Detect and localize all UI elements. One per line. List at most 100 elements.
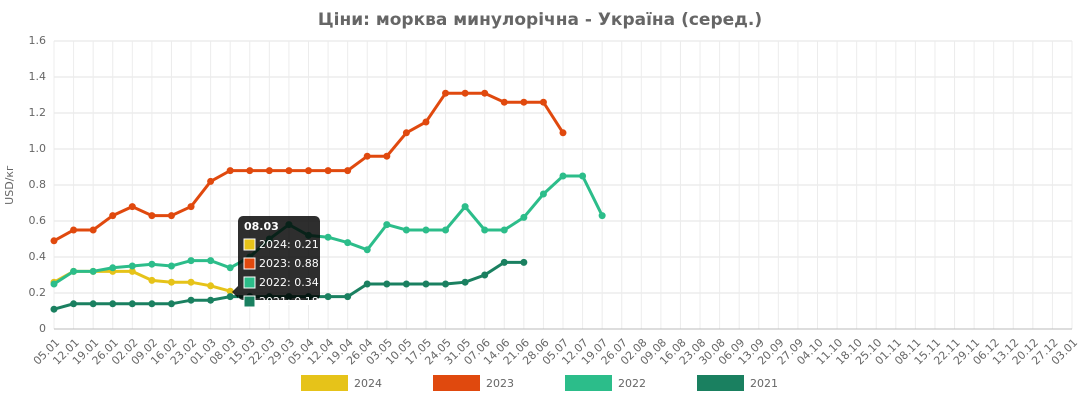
data-point [167, 300, 175, 308]
data-point [422, 118, 430, 126]
data-point [109, 264, 117, 272]
data-point [167, 278, 175, 286]
legend-swatch [301, 375, 348, 391]
data-point [383, 152, 391, 160]
data-point [148, 300, 156, 308]
data-point [500, 226, 508, 234]
data-point [324, 233, 332, 241]
data-point [148, 260, 156, 268]
y-tick-label: 0.2 [29, 286, 47, 299]
y-tick-label: 0.6 [29, 214, 47, 227]
data-point [461, 89, 469, 97]
data-point [246, 167, 254, 175]
data-point [226, 293, 234, 301]
tooltip-item: 2024: 0.21 [259, 238, 319, 251]
y-tick-label: 1.4 [29, 70, 47, 83]
data-point [402, 226, 410, 234]
data-point [305, 167, 312, 175]
data-point [187, 296, 195, 304]
data-point [324, 167, 332, 175]
data-point [481, 271, 489, 279]
tooltip-swatch [243, 257, 256, 270]
data-point [265, 167, 273, 175]
data-point [539, 98, 547, 106]
data-point [109, 212, 117, 220]
data-point [344, 293, 352, 301]
data-point [187, 278, 195, 286]
legend-swatch [433, 375, 480, 391]
tooltip-item: 2021: 0.18 [259, 295, 319, 308]
data-point [363, 152, 371, 160]
data-point [383, 221, 391, 229]
data-point [363, 246, 371, 254]
data-point [89, 300, 97, 308]
data-point [442, 89, 450, 97]
data-point [402, 129, 410, 137]
tooltip-item: 2023: 0.88 [259, 257, 319, 270]
tooltip-item: 2022: 0.34 [259, 276, 319, 289]
data-point [520, 213, 528, 221]
data-point [383, 280, 391, 288]
legend-label: 2021 [750, 377, 778, 390]
data-point [226, 264, 234, 272]
data-point [226, 287, 234, 295]
data-point [148, 212, 156, 220]
data-point [207, 257, 215, 265]
data-point [148, 276, 156, 284]
data-point [520, 258, 528, 266]
data-point [442, 280, 450, 288]
legend-label: 2024 [354, 377, 382, 390]
data-point [539, 190, 547, 198]
data-point [285, 167, 293, 175]
legend-label: 2022 [618, 377, 646, 390]
data-point [167, 262, 175, 270]
data-point [89, 226, 97, 234]
data-point [461, 203, 469, 211]
tooltip-box [238, 216, 320, 300]
data-point [128, 262, 136, 270]
y-tick-label: 1.0 [29, 142, 47, 155]
tooltip-swatch [243, 238, 256, 251]
data-point [422, 280, 430, 288]
legend-label: 2023 [486, 377, 514, 390]
data-point [481, 226, 489, 234]
data-point [520, 98, 528, 106]
data-point [70, 300, 78, 308]
y-tick-label: 1.2 [29, 106, 47, 119]
tooltip-swatch [243, 295, 256, 308]
data-point [128, 267, 136, 275]
y-axis-label: USD/кг [3, 165, 16, 205]
data-point [207, 282, 215, 290]
data-point [89, 267, 97, 275]
data-point [187, 257, 195, 265]
series-line [53, 269, 231, 293]
data-point [461, 278, 469, 286]
data-point [167, 212, 175, 220]
tooltip-swatch [243, 276, 256, 289]
data-point [50, 237, 58, 245]
data-point [579, 172, 587, 180]
data-point [598, 212, 606, 220]
data-point [363, 280, 371, 288]
y-tick-label: 0.8 [29, 178, 47, 191]
data-point [207, 177, 215, 185]
data-point [70, 267, 78, 275]
data-point [422, 226, 430, 234]
legend-swatch [697, 375, 744, 391]
data-point [500, 258, 508, 266]
data-point [402, 280, 410, 288]
tooltip-arrow [232, 286, 238, 298]
data-point [128, 203, 136, 211]
data-point [559, 129, 567, 137]
data-point [70, 226, 78, 234]
y-tick-label: 1.6 [29, 34, 47, 47]
data-point [344, 167, 352, 175]
y-tick-label: 0.4 [29, 250, 47, 263]
data-point [500, 98, 508, 106]
data-point [442, 226, 450, 234]
data-point [344, 239, 352, 247]
data-point [207, 296, 215, 304]
data-point [50, 305, 58, 313]
data-point [226, 167, 234, 175]
data-point [187, 203, 195, 211]
